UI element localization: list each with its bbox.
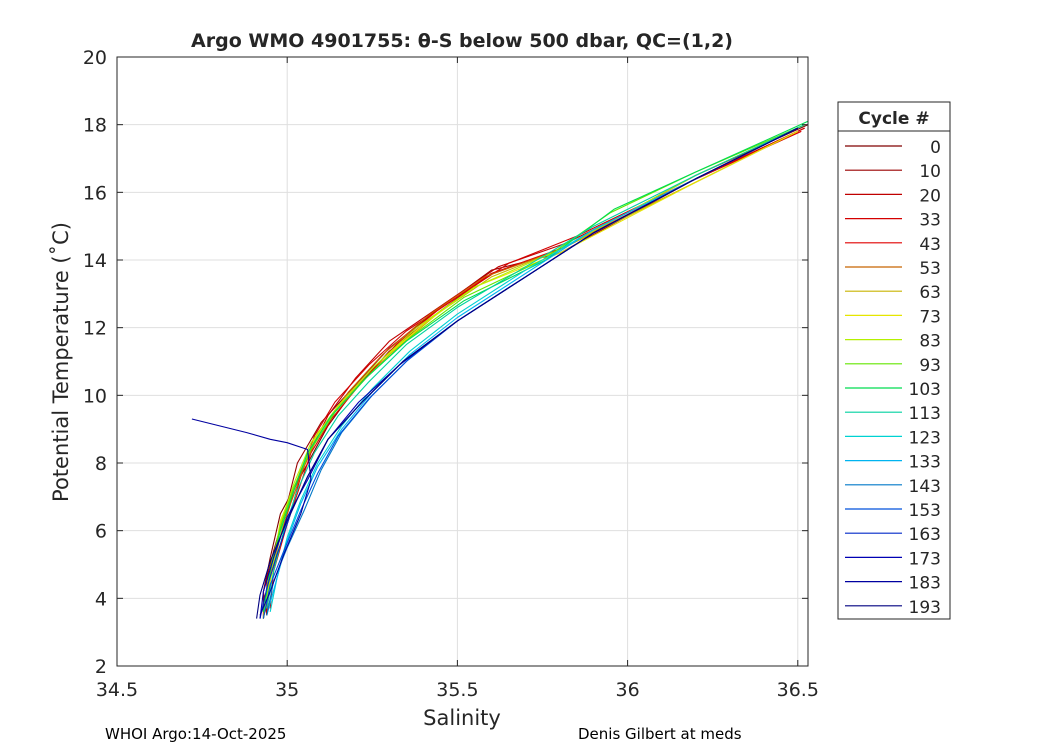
legend: Cycle # 0 10 20 33 43 53 63 73 83 93 103 113 123 133 1… bbox=[837, 101, 951, 620]
data-region bbox=[191, 120, 808, 619]
legend-label: 103 bbox=[909, 380, 941, 400]
legend-label: 133 bbox=[909, 453, 941, 473]
y-tick-label: 4 bbox=[95, 588, 107, 610]
legend-label: 83 bbox=[919, 332, 941, 352]
x-tick-label: 36.5 bbox=[777, 679, 819, 701]
footer-left: WHOI Argo:14-Oct-2025 bbox=[105, 725, 287, 743]
series-line-cycle-113 bbox=[266, 124, 805, 609]
y-tick-label: 8 bbox=[95, 453, 107, 475]
legend-label: 53 bbox=[919, 259, 941, 279]
footer-right: Denis Gilbert at meds bbox=[578, 725, 742, 743]
legend-label: 183 bbox=[909, 574, 941, 594]
legend-entries: 0 10 20 33 43 53 63 73 83 93 103 113 123 133 143 153 163… bbox=[845, 138, 941, 618]
legend-label: 153 bbox=[909, 501, 941, 521]
legend-label: 123 bbox=[909, 428, 941, 448]
y-tick-label: 2 bbox=[95, 656, 107, 678]
legend-label: 173 bbox=[909, 549, 941, 569]
legend-label: 93 bbox=[919, 356, 941, 376]
legend-title: Cycle # bbox=[858, 109, 929, 129]
series-layer bbox=[191, 120, 808, 619]
plot-area: 34.5 35 35.5 36 36.5 2 4 6 8 10 12 14 16 18 20 bbox=[83, 47, 819, 701]
x-tick-label: 35 bbox=[275, 679, 299, 701]
chart-title: Argo WMO 4901755: θ-S below 500 dbar, QC… bbox=[191, 30, 733, 52]
y-tick-label: 18 bbox=[83, 115, 107, 137]
legend-label: 33 bbox=[919, 211, 941, 231]
y-axis-ticks: 2 4 6 8 10 12 14 16 18 20 bbox=[83, 47, 808, 678]
series-line-cycle-183 bbox=[191, 418, 312, 616]
legend-label: 0 bbox=[930, 138, 941, 158]
legend-label: 73 bbox=[919, 307, 941, 327]
y-tick-label: 20 bbox=[83, 47, 107, 69]
x-axis-ticks: 34.5 35 35.5 36 36.5 bbox=[96, 57, 819, 701]
legend-label: 43 bbox=[919, 235, 941, 255]
y-tick-label: 16 bbox=[83, 182, 107, 204]
axes-background bbox=[117, 57, 808, 666]
legend-label: 143 bbox=[909, 477, 941, 497]
y-tick-label: 14 bbox=[83, 250, 107, 272]
legend-label: 10 bbox=[919, 162, 941, 182]
legend-label: 20 bbox=[919, 186, 941, 206]
y-axis-label: Potential Temperature (˚C) bbox=[49, 222, 73, 502]
legend-label: 193 bbox=[909, 598, 941, 618]
x-tick-label: 34.5 bbox=[96, 679, 138, 701]
y-tick-label: 6 bbox=[95, 521, 107, 543]
series-line-cycle-103 bbox=[262, 120, 808, 612]
legend-label: 63 bbox=[919, 283, 941, 303]
series-line-cycle-193 bbox=[256, 127, 799, 619]
legend-label: 113 bbox=[909, 404, 941, 424]
y-tick-label: 12 bbox=[83, 318, 107, 340]
y-tick-label: 10 bbox=[83, 385, 107, 407]
x-axis-label: Salinity bbox=[423, 706, 501, 730]
legend-label: 163 bbox=[909, 525, 941, 545]
axes-box bbox=[116, 56, 809, 667]
x-tick-label: 36 bbox=[615, 679, 639, 701]
x-tick-label: 35.5 bbox=[436, 679, 478, 701]
